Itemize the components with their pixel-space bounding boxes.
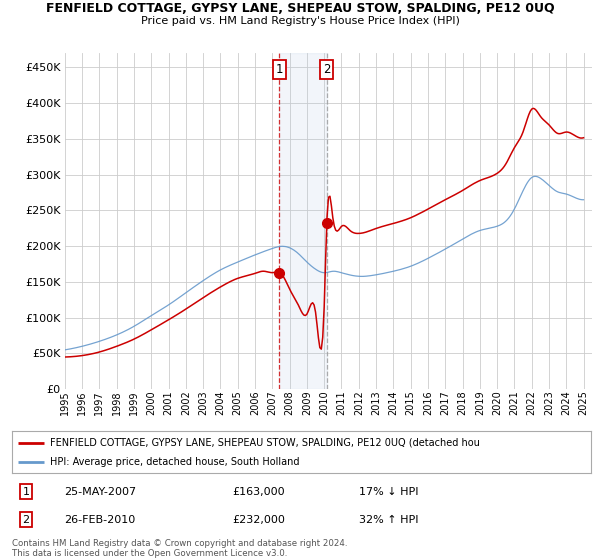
Text: 1: 1 — [22, 487, 29, 497]
Text: FENFIELD COTTAGE, GYPSY LANE, SHEPEAU STOW, SPALDING, PE12 0UQ (detached hou: FENFIELD COTTAGE, GYPSY LANE, SHEPEAU ST… — [50, 437, 479, 447]
Text: HPI: Average price, detached house, South Holland: HPI: Average price, detached house, Sout… — [50, 457, 299, 467]
Text: 2: 2 — [22, 515, 29, 525]
Text: Price paid vs. HM Land Registry's House Price Index (HPI): Price paid vs. HM Land Registry's House … — [140, 16, 460, 26]
Text: 25-MAY-2007: 25-MAY-2007 — [64, 487, 136, 497]
Text: 32% ↑ HPI: 32% ↑ HPI — [359, 515, 419, 525]
Text: 17% ↓ HPI: 17% ↓ HPI — [359, 487, 419, 497]
Text: £232,000: £232,000 — [232, 515, 285, 525]
Text: 26-FEB-2010: 26-FEB-2010 — [64, 515, 136, 525]
Text: 2: 2 — [323, 63, 331, 76]
Text: This data is licensed under the Open Government Licence v3.0.: This data is licensed under the Open Gov… — [12, 549, 287, 558]
Text: FENFIELD COTTAGE, GYPSY LANE, SHEPEAU STOW, SPALDING, PE12 0UQ: FENFIELD COTTAGE, GYPSY LANE, SHEPEAU ST… — [46, 2, 554, 15]
Text: Contains HM Land Registry data © Crown copyright and database right 2024.: Contains HM Land Registry data © Crown c… — [12, 539, 347, 548]
Text: £163,000: £163,000 — [232, 487, 284, 497]
Text: 1: 1 — [275, 63, 283, 76]
Bar — [279, 53, 327, 389]
